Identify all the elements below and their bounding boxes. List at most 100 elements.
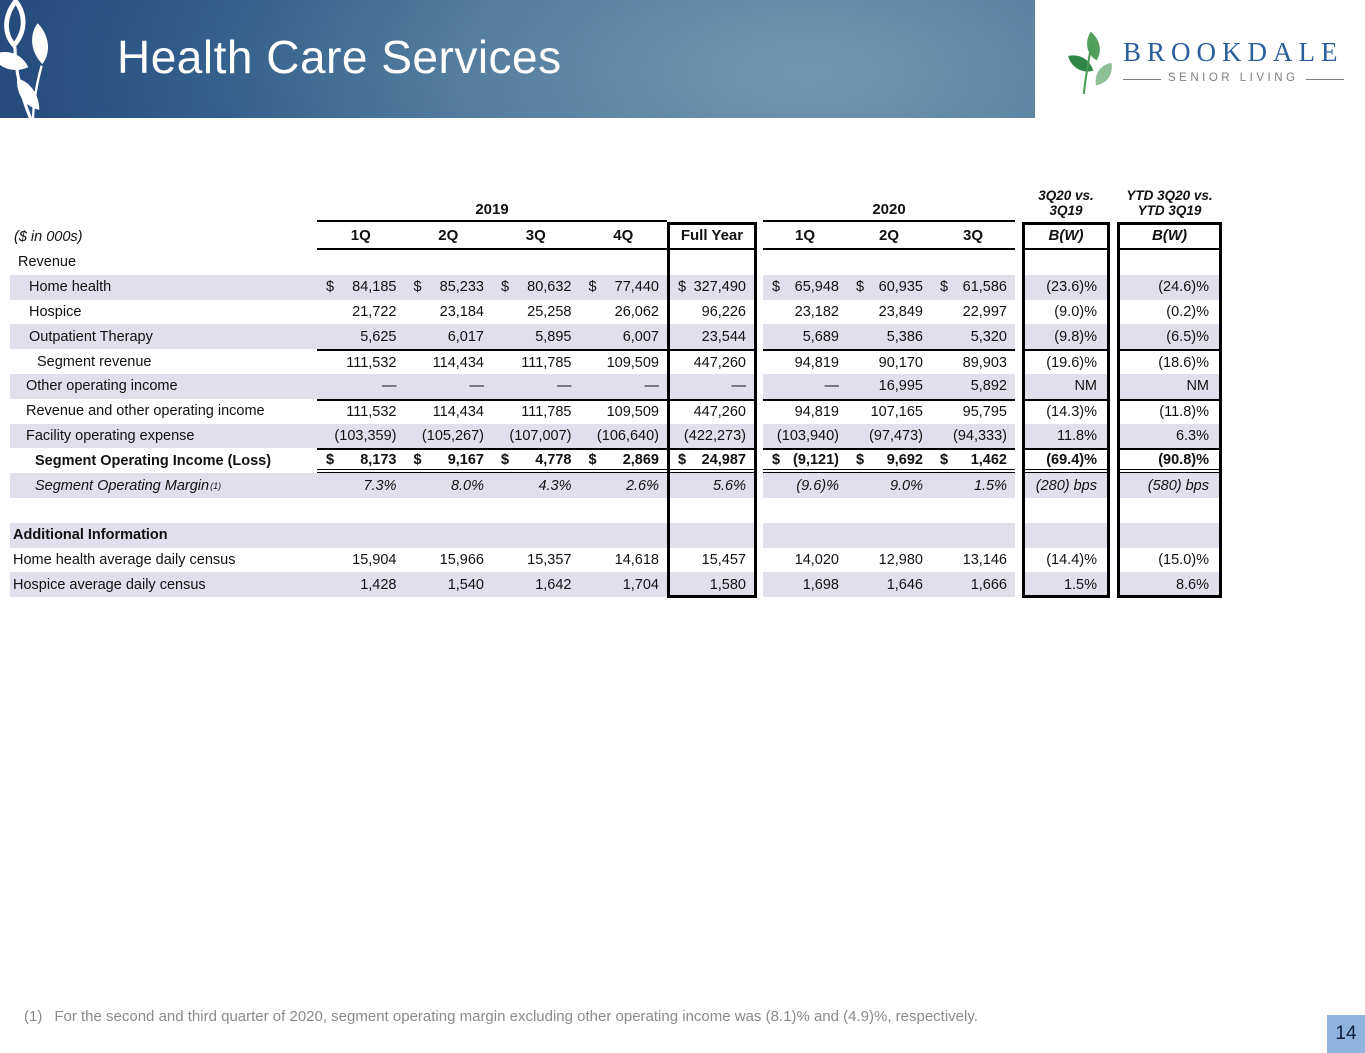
value-cell: (97,473) bbox=[847, 423, 931, 449]
table-row: Additional Information bbox=[10, 522, 1222, 548]
value-cell bbox=[317, 522, 405, 548]
dollar-sign: $ bbox=[501, 279, 510, 296]
dollar-sign: $ bbox=[678, 279, 687, 296]
value-cell: $327,490 bbox=[667, 274, 757, 300]
value-cell: (0.2)% bbox=[1166, 303, 1209, 320]
value-cell: (422,273) bbox=[667, 423, 757, 449]
column-gap bbox=[1015, 300, 1022, 325]
value-cell: 1,428 bbox=[317, 572, 405, 598]
brand-tagline-row: SENIOR LIVING bbox=[1123, 73, 1344, 85]
value-cell: 21,722 bbox=[352, 303, 397, 320]
row-label: Hospice bbox=[29, 303, 82, 320]
value-cell: 6,017 bbox=[404, 324, 492, 350]
dollar-sign: $ bbox=[588, 279, 597, 296]
value-cell: 109,509 bbox=[579, 398, 667, 424]
value-cell: 1.5% bbox=[931, 473, 1015, 498]
footnote-marker: (1) bbox=[24, 1008, 43, 1025]
value-cell bbox=[1022, 498, 1110, 523]
value-cell: $80,632 bbox=[492, 274, 580, 300]
value-cell: 447,260 bbox=[667, 398, 757, 424]
value-cell: (24.6)% bbox=[1117, 274, 1222, 300]
value-cell: 5,892 bbox=[931, 373, 1015, 399]
year-2019-header: 2019 bbox=[317, 188, 667, 223]
value-cell: 109,509 bbox=[579, 349, 667, 374]
column-gap bbox=[1110, 374, 1117, 399]
value-cell: 1,540 bbox=[404, 572, 492, 598]
col-full-year: Full Year bbox=[667, 222, 757, 250]
column-gap bbox=[1110, 399, 1117, 424]
value-cell: NM bbox=[1022, 373, 1110, 399]
value-cell: 22,997 bbox=[962, 303, 1007, 320]
column-gap bbox=[1110, 300, 1117, 325]
column-gap bbox=[1015, 572, 1022, 597]
value-cell: (14.4)% bbox=[1046, 551, 1097, 568]
value-cell: 1,642 bbox=[492, 572, 580, 598]
column-gap bbox=[1015, 324, 1022, 349]
value-cell: (19.6)% bbox=[1022, 349, 1110, 374]
column-gap bbox=[1110, 424, 1117, 449]
value-cell: 89,903 bbox=[931, 349, 1015, 374]
value-cell: — bbox=[492, 373, 580, 399]
row-label: Revenue bbox=[18, 254, 77, 271]
value-cell bbox=[1022, 522, 1110, 548]
value-cell: — bbox=[763, 373, 847, 399]
value-cell: 23,849 bbox=[878, 303, 923, 320]
row-label: Outpatient Therapy bbox=[10, 324, 317, 350]
value-cell: 15,357 bbox=[527, 551, 572, 568]
value-cell: 107,165 bbox=[847, 398, 931, 424]
value-cell: NM bbox=[1117, 373, 1222, 399]
value-cell bbox=[1117, 250, 1222, 275]
value-cell: $9,167 bbox=[404, 448, 492, 474]
col-2019-1q: 1Q bbox=[317, 222, 405, 250]
brand-logo: BROOKDALE SENIOR LIVING bbox=[1063, 22, 1344, 102]
value-cell bbox=[763, 498, 847, 523]
brand-text: BROOKDALE SENIOR LIVING bbox=[1123, 39, 1344, 85]
column-gap bbox=[1015, 275, 1022, 300]
column-gap bbox=[1110, 250, 1117, 275]
dollar-sign: $ bbox=[413, 279, 422, 296]
value-cell bbox=[847, 522, 931, 548]
tagline-rule-left bbox=[1123, 78, 1161, 80]
brookdale-leaf-icon bbox=[1068, 31, 1112, 95]
value-cell bbox=[667, 522, 757, 548]
value-cell: 111,785 bbox=[492, 349, 580, 374]
value-cell bbox=[847, 250, 931, 275]
value-cell: (9.6)% bbox=[763, 473, 847, 498]
value-cell: 114,434 bbox=[404, 398, 492, 424]
value-cell: (6.5)% bbox=[1117, 324, 1222, 350]
value-cell: 96,226 bbox=[701, 303, 746, 320]
value-cell: $84,185 bbox=[317, 274, 405, 300]
value-cell: $ (9,121) bbox=[763, 448, 847, 474]
value-cell: — bbox=[667, 373, 757, 399]
table-row: Segment revenue 111,532 114,434 111,785 109,… bbox=[10, 349, 1222, 374]
value-cell: 14,020 bbox=[794, 551, 839, 568]
row-label: Additional Information bbox=[10, 522, 317, 548]
brand-name: BROOKDALE bbox=[1123, 37, 1344, 68]
col-2019-2q: 2Q bbox=[404, 222, 492, 250]
column-gap bbox=[1110, 548, 1117, 573]
column-gap bbox=[1110, 572, 1117, 597]
col-2019-3q: 3Q bbox=[492, 222, 580, 250]
dollar-sign: $ bbox=[856, 451, 865, 468]
value-cell: (103,359) bbox=[317, 423, 405, 449]
value-cell bbox=[1117, 498, 1222, 523]
value-cell: 8.0% bbox=[404, 473, 492, 498]
value-cell: 5,386 bbox=[847, 324, 931, 350]
col-2020-2q: 2Q bbox=[847, 222, 931, 250]
value-cell bbox=[1117, 522, 1222, 548]
dollar-sign: $ bbox=[326, 451, 335, 468]
table-row: Hospice 21,722 23,184 25,258 26,062 96,226 23,… bbox=[10, 300, 1222, 325]
value-cell: (580) bps bbox=[1117, 473, 1222, 498]
value-cell: (11.8)% bbox=[1117, 398, 1222, 424]
value-cell: 5,320 bbox=[931, 324, 1015, 350]
value-cell: 95,795 bbox=[931, 398, 1015, 424]
dollar-sign: $ bbox=[940, 279, 949, 296]
value-cell bbox=[317, 498, 405, 523]
value-cell: 13,146 bbox=[962, 551, 1007, 568]
value-cell: (9.8)% bbox=[1022, 324, 1110, 350]
value-cell: 90,170 bbox=[847, 349, 931, 374]
value-cell: 16,995 bbox=[847, 373, 931, 399]
value-cell: 6,007 bbox=[579, 324, 667, 350]
column-gap bbox=[1110, 523, 1117, 548]
value-cell: 111,785 bbox=[492, 398, 580, 424]
